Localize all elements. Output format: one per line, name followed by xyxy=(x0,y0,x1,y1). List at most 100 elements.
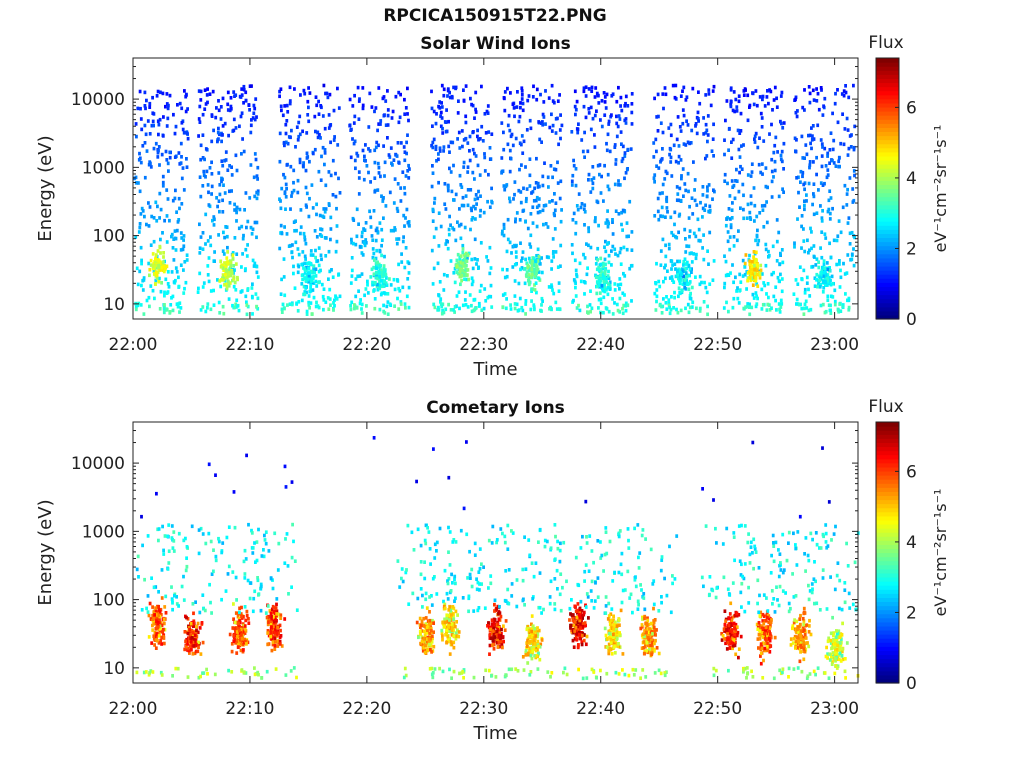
heatmap-cell xyxy=(447,625,450,629)
heatmap-cell xyxy=(425,606,429,610)
heatmap-cell xyxy=(204,541,208,546)
heatmap-cell xyxy=(395,154,399,158)
heatmap-cell xyxy=(201,133,205,137)
heatmap-cell xyxy=(254,97,258,101)
heatmap-cell xyxy=(379,279,383,283)
heatmap-cell xyxy=(273,632,277,637)
colorbar-segment xyxy=(876,102,899,108)
heatmap-cell xyxy=(165,188,169,192)
heatmap-cell xyxy=(300,282,304,286)
heatmap-cell xyxy=(626,147,630,152)
heatmap-cell xyxy=(392,228,395,233)
heatmap-cell xyxy=(447,227,451,232)
heatmap-cell xyxy=(286,141,290,146)
heatmap-cell xyxy=(446,634,450,639)
heatmap-cell xyxy=(239,95,243,99)
heatmap-cell xyxy=(186,639,190,644)
heatmap-cell xyxy=(521,101,525,106)
heatmap-cell xyxy=(267,620,270,624)
heatmap-cell xyxy=(765,220,769,225)
heatmap-cell xyxy=(135,134,138,139)
heatmap-cell xyxy=(420,639,424,644)
heatmap-cell xyxy=(575,127,579,131)
x-axis-label: Time xyxy=(472,359,517,380)
heatmap-cell xyxy=(780,159,784,164)
heatmap-cell xyxy=(495,607,498,611)
heatmap-cell xyxy=(579,279,583,284)
heatmap-cell xyxy=(755,282,759,286)
heatmap-cell xyxy=(186,642,189,646)
heatmap-cell xyxy=(425,631,428,635)
heatmap-cell xyxy=(470,276,474,280)
heatmap-cells xyxy=(133,83,857,317)
heatmap-cell xyxy=(530,629,534,634)
heatmap-cell xyxy=(825,283,829,287)
heatmap-cell xyxy=(380,194,383,198)
heatmap-cell xyxy=(667,242,671,247)
heatmap-cell xyxy=(206,302,210,306)
heatmap-cell xyxy=(530,614,534,618)
heatmap-cell xyxy=(750,170,754,174)
heatmap-cell xyxy=(156,119,160,123)
heatmap-cell xyxy=(466,203,470,208)
heatmap-cell xyxy=(603,95,607,99)
heatmap-cell xyxy=(778,262,781,267)
heatmap-cell xyxy=(458,146,462,150)
heatmap-cell xyxy=(531,624,535,628)
heatmap-cell xyxy=(452,308,455,312)
heatmap-cell xyxy=(491,524,495,529)
heatmap-cell xyxy=(442,310,446,315)
heatmap-cell xyxy=(815,155,818,160)
heatmap-cell xyxy=(136,106,140,111)
heatmap-cell xyxy=(352,121,356,125)
heatmap-cell xyxy=(461,261,465,266)
heatmap-cell xyxy=(386,123,390,127)
heatmap-cell xyxy=(437,211,441,215)
heatmap-cell xyxy=(687,189,690,194)
heatmap-cell xyxy=(157,613,160,618)
heatmap-cell xyxy=(373,297,377,301)
heatmap-cell xyxy=(735,167,738,172)
heatmap-cell xyxy=(573,89,577,94)
heatmap-cell xyxy=(532,574,536,579)
heatmap-cell xyxy=(416,596,420,601)
heatmap-cell xyxy=(656,92,660,97)
heatmap-cell xyxy=(550,307,553,312)
heatmap-cell xyxy=(493,635,497,639)
heatmap-cell xyxy=(536,259,540,263)
heatmap-cell xyxy=(318,133,321,137)
heatmap-cell xyxy=(460,203,464,208)
heatmap-cell xyxy=(538,258,541,262)
heatmap-cell xyxy=(160,642,163,646)
heatmap-cell xyxy=(722,306,726,310)
colorbar-segment xyxy=(876,237,899,243)
heatmap-cell xyxy=(608,286,612,291)
heatmap-cell xyxy=(694,256,698,261)
heatmap-cell xyxy=(438,526,442,531)
heatmap-cell xyxy=(357,192,361,196)
heatmap-cell xyxy=(446,597,450,601)
heatmap-cell xyxy=(453,305,457,309)
heatmap-cell xyxy=(542,100,546,104)
heatmap-cell xyxy=(574,112,577,117)
heatmap-cell xyxy=(501,293,505,297)
heatmap-cell xyxy=(471,147,475,152)
heatmap-cell xyxy=(468,293,472,297)
heatmap-cell xyxy=(540,140,543,144)
heatmap-cell xyxy=(201,184,205,188)
heatmap-cell xyxy=(447,525,450,530)
heatmap-cell xyxy=(543,538,547,543)
heatmap-cell xyxy=(382,216,385,220)
heatmap-cell xyxy=(655,149,658,154)
heatmap-cell xyxy=(518,114,522,119)
heatmap-cell xyxy=(543,544,547,549)
heatmap-cell xyxy=(704,203,707,208)
heatmap-cell xyxy=(678,212,682,217)
heatmap-cell xyxy=(319,136,322,140)
heatmap-cell xyxy=(471,216,475,220)
heatmap-cell xyxy=(735,179,739,183)
heatmap-cell xyxy=(233,236,237,240)
heatmap-cell xyxy=(329,237,332,242)
heatmap-cell xyxy=(777,230,781,235)
heatmap-cell xyxy=(502,130,505,135)
